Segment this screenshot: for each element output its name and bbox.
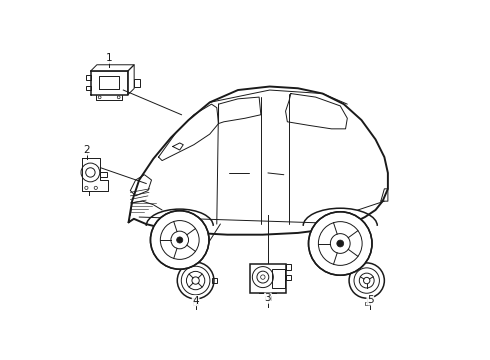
Bar — [265, 296, 271, 300]
Circle shape — [337, 240, 343, 247]
Circle shape — [150, 211, 209, 269]
Bar — [250, 264, 286, 293]
Bar — [86, 75, 91, 80]
Bar — [134, 80, 140, 86]
Text: 3: 3 — [265, 293, 271, 303]
Circle shape — [309, 212, 372, 275]
Bar — [100, 172, 107, 177]
Circle shape — [177, 237, 183, 243]
Bar — [212, 278, 217, 283]
Bar — [272, 270, 285, 288]
Bar — [193, 302, 198, 305]
Text: 4: 4 — [192, 296, 199, 306]
Text: 2: 2 — [84, 145, 90, 155]
Bar — [286, 264, 291, 270]
Text: 1: 1 — [106, 53, 113, 63]
Text: 5: 5 — [367, 295, 373, 305]
Bar — [365, 302, 369, 305]
Bar — [86, 86, 91, 90]
Bar — [286, 275, 291, 280]
